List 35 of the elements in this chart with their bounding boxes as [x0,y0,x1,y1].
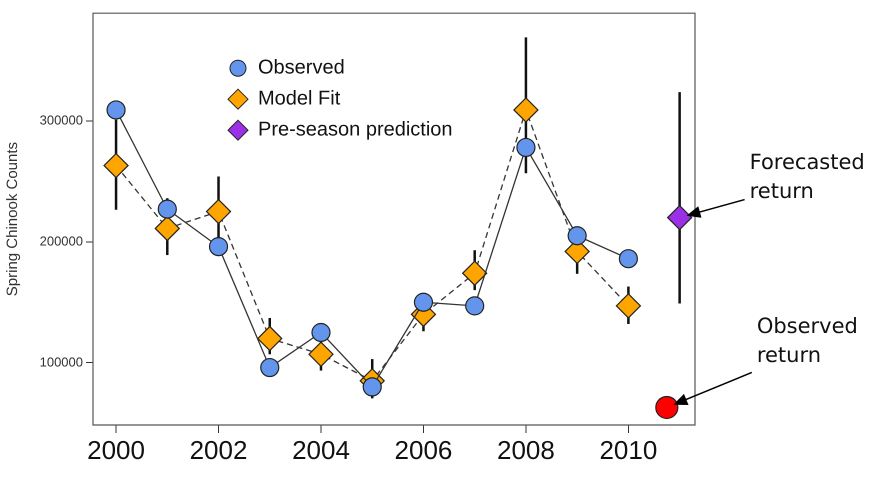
point [106,100,126,120]
point [260,358,280,378]
legend-label: Model Fit [258,88,341,110]
point [103,152,129,178]
point [308,342,334,367]
x-tick-label: 2004 [292,434,350,465]
point [158,200,177,219]
x-tick-label: 2010 [599,434,658,465]
point [655,396,678,420]
text: Forecasted return [750,148,866,205]
y-tick-label: 100000 [40,354,83,370]
point [257,326,282,352]
point [206,198,232,224]
y-axis-title: Spring Chinook Counts [4,142,22,296]
point [568,226,587,246]
legend-label: Observed [258,56,345,79]
point [414,292,434,312]
x-tick-label: 2008 [497,434,555,465]
point [516,138,536,158]
point [465,296,484,316]
point [208,237,228,256]
x-tick-label: 2006 [394,434,452,465]
point [616,293,641,318]
point [513,97,539,123]
point [311,322,331,342]
point [618,249,638,268]
text: Observed return [756,313,859,370]
y-tick-label: 200000 [40,233,83,248]
y-tick-label: 300000 [40,112,83,128]
point [362,377,382,397]
x-tick-label: 2000 [87,434,145,465]
point [462,260,488,286]
point [667,204,692,230]
x-tick-label: 2002 [190,434,248,465]
legend-label: Pre-season prediction [258,118,453,141]
